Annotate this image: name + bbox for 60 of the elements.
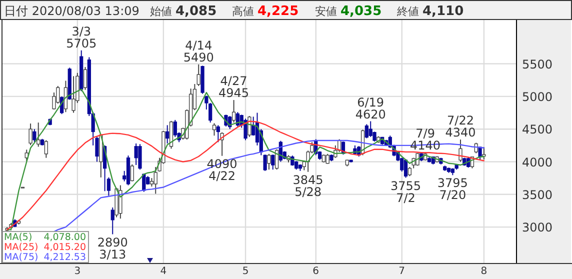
- candlestick: [368, 120, 372, 138]
- y-tick-label: 4500: [522, 122, 553, 137]
- annotation: 2890 3/13: [97, 235, 128, 262]
- x-tick-label: 4: [160, 266, 167, 277]
- annotation: 4,015.20: [44, 242, 86, 253]
- candlestick: [95, 136, 99, 162]
- annotation: 4/27 4945: [218, 74, 250, 100]
- candlestick: [364, 124, 368, 139]
- candlestick: [44, 140, 48, 158]
- y-tick-label: 5000: [522, 90, 553, 104]
- candlestick: [404, 158, 408, 178]
- text: 終値 4,110: [396, 4, 464, 19]
- text: MA(75): [4, 252, 38, 263]
- y-tick-label: 4000: [522, 155, 553, 170]
- candlestick: [28, 123, 32, 146]
- annotation: 3845 5/28: [292, 172, 324, 199]
- text: 安値 4,035: [315, 4, 382, 19]
- candlestick: [216, 124, 220, 143]
- x-tick-label: 5: [242, 266, 249, 277]
- candlestick: [118, 184, 122, 220]
- text: 高値 4,225: [232, 4, 299, 19]
- annotation: 6/19 4620: [355, 95, 386, 122]
- series-label: MA(5): [4, 232, 32, 243]
- annotation: 7/22 4340: [445, 114, 476, 140]
- x-tick-label: 3: [74, 266, 81, 277]
- x-tick-label: 7: [398, 266, 406, 277]
- candlestick: [263, 154, 267, 172]
- y-tick-label: 3000: [522, 220, 553, 235]
- annotation: 4,212.53: [44, 252, 86, 263]
- candlestick: [267, 153, 271, 170]
- candlestick: [72, 76, 76, 114]
- annotation: 3/3 5705: [66, 24, 97, 50]
- candlestick: [196, 64, 200, 86]
- candlestick: [271, 154, 275, 170]
- x-tick-label: 8: [480, 266, 488, 277]
- annotation: 4,078.00: [44, 232, 86, 243]
- y-tick-label: 3500: [522, 188, 553, 202]
- y-tick-label: 5500: [522, 57, 553, 72]
- candlestick: [130, 164, 134, 182]
- annotation: 3755 7/2: [390, 178, 422, 205]
- candlestick: [408, 166, 412, 177]
- x-tick-label: 6: [312, 266, 320, 277]
- annotation: 3795 7/20: [437, 176, 468, 202]
- chart-title: 日付 2020/08/03 13:09: [4, 4, 140, 18]
- candlestick: [110, 206, 114, 235]
- candlestick: [232, 100, 236, 124]
- series-label: MA(25): [4, 242, 38, 253]
- candlestick: [32, 128, 36, 143]
- candlestick: [208, 102, 212, 124]
- candlestick: [482, 146, 486, 160]
- candlestick: [36, 122, 40, 148]
- candlestick: [138, 144, 142, 170]
- text: 始値 4,085: [150, 4, 217, 19]
- candlestick: [458, 139, 462, 162]
- candlestick: [134, 142, 138, 166]
- candlestick: [166, 124, 170, 144]
- annotation: 4/14 5490: [183, 38, 214, 64]
- candlestick: [244, 118, 248, 141]
- candlestick: [212, 122, 216, 136]
- candlestick: [83, 66, 88, 90]
